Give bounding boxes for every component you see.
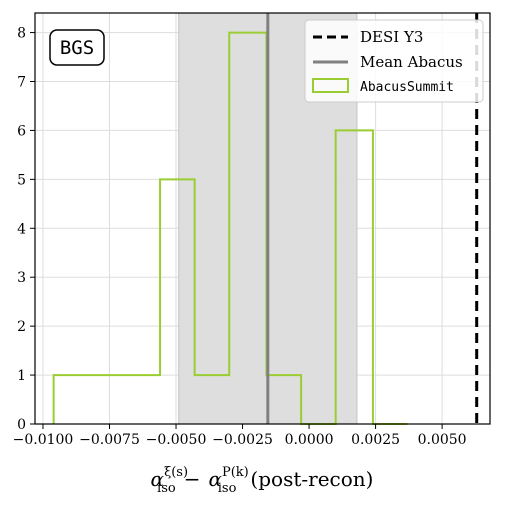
x-tick-label-4: 0.0000	[285, 432, 334, 448]
x-axis-label: αξ(s) iso − αP(k) iso (post-recon)	[151, 465, 374, 496]
y-tick-label-6: 6	[17, 123, 26, 139]
abacussummit-histogram-step	[52, 31, 408, 425]
y-tick-label-3: 3	[17, 270, 26, 286]
bgs-label: BGS	[60, 37, 94, 59]
legend: DESI Y3 Mean Abacus AbacusSummit	[304, 19, 484, 103]
bgs-label-box: BGS	[49, 29, 105, 66]
y-tick-label-7: 7	[17, 75, 26, 91]
y-tick-label-5: 5	[17, 172, 26, 188]
y-tick-label-4: 4	[17, 221, 26, 237]
x-tick-label-5: 0.0025	[351, 432, 400, 448]
x-tick-label-2: −0.0050	[146, 432, 207, 448]
x-tick-label-6: 0.0050	[418, 432, 467, 448]
legend-desi-y3-label: DESI Y3	[360, 28, 423, 46]
y-tick-label-1: 1	[17, 368, 26, 384]
x-tick-label-1: −0.0075	[79, 432, 140, 448]
y-tick-label-2: 2	[17, 319, 26, 335]
y-tick-label-8: 8	[17, 26, 26, 42]
axis-ticks: −0.0100 −0.0075 −0.0050 −0.0025 0.0000 0.0025…	[13, 26, 467, 448]
legend-abacussummit-label: AbacusSummit	[360, 80, 454, 95]
legend-abacussummit-swatch	[312, 78, 349, 93]
plot-frame	[34, 12, 491, 425]
legend-mean-abacus-label: Mean Abacus	[360, 53, 463, 71]
y-tick-label-0: 0	[17, 417, 26, 433]
abacussummit-histogram-layer	[52, 31, 408, 425]
x-tick-label-0: −0.0100	[13, 432, 74, 448]
x-tick-label-3: −0.0025	[212, 432, 273, 448]
